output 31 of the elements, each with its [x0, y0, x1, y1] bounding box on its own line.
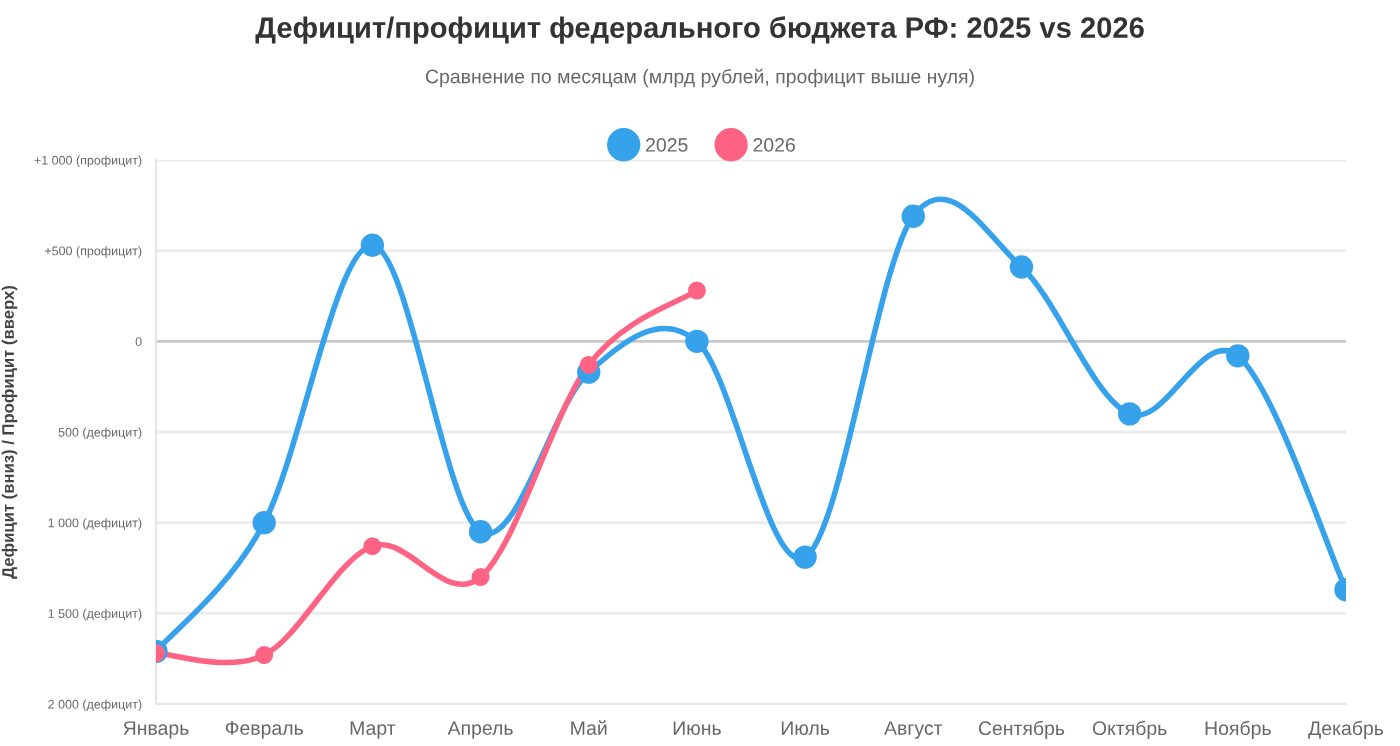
x-tick-label: Декабрь [1308, 720, 1384, 739]
point [363, 537, 382, 556]
x-tick-label: Ноябрь [1205, 720, 1271, 739]
chart-title: Дефицит/профицит федерального бюджета РФ: 2025 vs 2026 [255, 16, 1144, 44]
point [1009, 255, 1034, 279]
point [252, 510, 276, 535]
x-tick-label: Май [571, 720, 607, 735]
x-tick-label: Февраль [225, 721, 303, 739]
point [901, 204, 925, 228]
x-tick-label: Октябрь [1092, 720, 1167, 739]
x-tick-label: Сентябрь [978, 720, 1065, 739]
y-axis-title: Дефицит (вниз) / Профицит (вверх) [1, 286, 18, 579]
x-tick-label: Август [884, 721, 943, 739]
legend-label: 2025 [646, 138, 688, 152]
point [793, 545, 817, 569]
point [1117, 402, 1142, 426]
point [687, 281, 706, 300]
point [579, 355, 598, 374]
x-tick-label: Июль [781, 721, 830, 735]
point [360, 233, 385, 257]
point [685, 329, 709, 354]
x-tick-label: Июнь [673, 721, 721, 735]
point [468, 520, 493, 544]
chart-subtitle: Сравнение по месяцам (млрд рублей, профицит выше нуля) [425, 68, 974, 88]
point [255, 646, 274, 665]
x-tick-label: Апрель [447, 721, 513, 739]
point [471, 568, 490, 587]
legend-label: 2026 [753, 138, 795, 152]
point [1226, 344, 1250, 368]
x-tick-label: Март [350, 721, 396, 739]
x-tick-label: Январь [123, 721, 189, 739]
